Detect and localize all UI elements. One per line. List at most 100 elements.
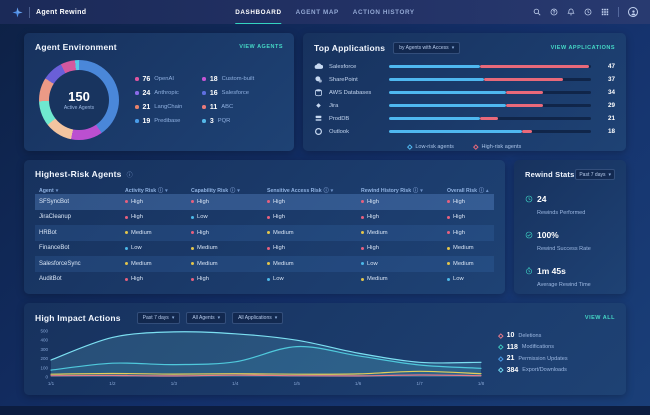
risk-level: High bbox=[367, 198, 379, 205]
legend-diamond-icon bbox=[498, 344, 504, 350]
view-all-link[interactable]: VIEW ALL bbox=[584, 315, 615, 321]
table-row[interactable]: SalesforceSync Medium Medium Medium Low Mediu… bbox=[35, 256, 494, 272]
view-applications-link[interactable]: VIEW APPLICATIONS bbox=[550, 45, 615, 51]
risk-cell: High bbox=[125, 214, 191, 220]
stat-value: 1m 45s bbox=[537, 266, 566, 276]
risk-level: Medium bbox=[197, 245, 218, 252]
risk-cell: Medium bbox=[361, 276, 447, 282]
apps-grid-icon[interactable] bbox=[601, 8, 609, 16]
info-icon[interactable]: ⓘ bbox=[230, 188, 236, 194]
risk-level: Medium bbox=[197, 260, 218, 267]
filter-dropdown-past-7-days[interactable]: Past 7 days ▾ bbox=[136, 312, 181, 324]
nav-actions bbox=[533, 7, 638, 17]
app-title: Agent Rewind bbox=[36, 8, 87, 16]
legend-diamond-icon bbox=[407, 144, 413, 150]
agents-with-access-dropdown[interactable]: by Agents with Access ▾ bbox=[393, 42, 461, 54]
jira-icon bbox=[314, 101, 323, 110]
sort-up-icon[interactable]: ▴ bbox=[486, 187, 489, 194]
provider-legend-item: 3 PQR bbox=[202, 118, 254, 125]
sort-down-icon[interactable]: ▾ bbox=[55, 187, 59, 194]
nav-tab-action-history[interactable]: ACTION HISTORY bbox=[352, 8, 415, 16]
risk-cell: Medium bbox=[361, 230, 447, 236]
risk-cell: High bbox=[361, 199, 447, 205]
column-header-activity-risk[interactable]: Activity Risk ⓘ ▾ bbox=[125, 187, 191, 195]
legend-diamond-icon bbox=[498, 332, 504, 339]
chevron-down-icon: ▾ bbox=[171, 315, 175, 321]
risk-level: Medium bbox=[453, 260, 474, 267]
risk-level: High bbox=[273, 198, 285, 205]
risk-legend: Low-risk agents High-risk agents bbox=[314, 144, 615, 150]
application-row: Salesforce 47 bbox=[314, 60, 615, 73]
low-risk-bar bbox=[389, 77, 484, 82]
impact-stat: 10 Deletions bbox=[498, 332, 615, 339]
column-header-sensitive-access-risk[interactable]: Sensitive Access Risk ⓘ ▾ bbox=[267, 187, 361, 195]
column-label: Agent bbox=[39, 187, 54, 194]
risk-legend-item: Low-risk agents bbox=[407, 144, 454, 150]
view-agents-link[interactable]: VIEW AGENTS bbox=[239, 44, 283, 50]
info-icon[interactable]: ⓘ bbox=[479, 188, 485, 194]
legend-label: Low-risk agents bbox=[415, 144, 454, 150]
info-icon[interactable]: ⓘ bbox=[323, 188, 329, 194]
donut-center: 150 Active Agents bbox=[49, 70, 109, 130]
application-count: 18 bbox=[607, 128, 615, 135]
table-row[interactable]: HRBot Medium High Medium Medium High bbox=[35, 225, 494, 241]
help-icon[interactable] bbox=[550, 8, 558, 16]
filter-dropdown-all-agents[interactable]: All Agents ▾ bbox=[186, 312, 227, 324]
risk-dot-icon bbox=[267, 246, 270, 250]
column-header-agent[interactable]: Agent ▾ bbox=[39, 188, 125, 194]
risk-dot-icon bbox=[447, 231, 450, 235]
table-row[interactable]: FinanceBot Low Medium High High Medium bbox=[35, 241, 494, 257]
column-header-overall-risk[interactable]: Overall Risk ⓘ ▴ bbox=[447, 187, 490, 195]
provider-count: 24 bbox=[142, 89, 151, 97]
low-risk-bar bbox=[389, 90, 507, 95]
sort-down-icon[interactable]: ▾ bbox=[165, 187, 168, 194]
bell-icon[interactable] bbox=[567, 8, 575, 16]
sort-down-icon[interactable]: ▾ bbox=[330, 187, 334, 194]
risk-level: High bbox=[131, 276, 143, 283]
info-icon[interactable]: ⓘ bbox=[126, 172, 133, 179]
table-row[interactable]: SFSyncBot High High High High High bbox=[35, 194, 494, 210]
application-bar-track bbox=[389, 116, 591, 121]
svg-text:1/7: 1/7 bbox=[416, 381, 423, 386]
info-icon[interactable]: ⓘ bbox=[158, 188, 164, 194]
risk-dot-icon bbox=[267, 200, 270, 204]
highest-risk-agents-panel: Highest-Risk Agents ⓘ Agent ▾ Activity Ris… bbox=[24, 160, 505, 294]
impact-stat: 21 Permission Updates bbox=[498, 355, 615, 362]
risk-level: Medium bbox=[453, 245, 474, 252]
search-icon[interactable] bbox=[533, 8, 541, 16]
high-risk-bar bbox=[479, 64, 589, 69]
clock-icon[interactable] bbox=[584, 8, 592, 16]
low-risk-bar bbox=[389, 129, 523, 134]
risk-level: High bbox=[367, 214, 379, 221]
rewind-period-dropdown[interactable]: Past 7 days ▾ bbox=[575, 169, 615, 180]
column-header-rewind-history-risk[interactable]: Rewind History Risk ⓘ ▾ bbox=[361, 187, 447, 195]
high-risk-bar bbox=[522, 129, 533, 134]
filter-dropdown-all-applications[interactable]: All Applications ▾ bbox=[232, 312, 284, 324]
legend-label: High-risk agents bbox=[481, 144, 522, 150]
stat-value: 384 bbox=[506, 366, 519, 374]
nav-tab-agent-map[interactable]: AGENT MAP bbox=[295, 8, 339, 16]
svg-text:400: 400 bbox=[40, 338, 48, 343]
provider-count: 76 bbox=[142, 75, 151, 83]
app-logo-icon bbox=[12, 6, 23, 18]
risk-level: Low bbox=[453, 276, 464, 283]
nav-tab-dashboard[interactable]: DASHBOARD bbox=[235, 0, 282, 24]
provider-name: LangChain bbox=[154, 104, 183, 110]
top-applications-panel: Top Applications by Agents with Access ▾… bbox=[303, 33, 626, 151]
risk-level: Low bbox=[131, 245, 142, 252]
highest-risk-agents-title: Highest-Risk Agents bbox=[35, 169, 122, 179]
svg-text:1/4: 1/4 bbox=[232, 381, 239, 386]
dropdown-value: Past 7 days bbox=[579, 171, 606, 178]
sort-down-icon[interactable]: ▾ bbox=[420, 187, 423, 194]
info-icon[interactable]: ⓘ bbox=[413, 188, 419, 194]
sort-down-icon[interactable]: ▾ bbox=[237, 187, 240, 194]
column-header-capability-risk[interactable]: Capability Risk ⓘ ▾ bbox=[191, 187, 267, 195]
rewind-stats-list: 24 Rewinds Performed 100% Rewind Success Ra… bbox=[525, 190, 615, 288]
provider-count: 11 bbox=[209, 103, 218, 111]
risk-cell: High bbox=[447, 230, 490, 236]
table-row[interactable]: JiraCleanup High Low High High High bbox=[35, 210, 494, 226]
svg-text:1/3: 1/3 bbox=[171, 381, 178, 386]
table-row[interactable]: AuditBot High High Low Medium Low bbox=[35, 272, 494, 288]
risk-dot-icon bbox=[191, 262, 194, 266]
user-avatar[interactable] bbox=[628, 7, 638, 17]
